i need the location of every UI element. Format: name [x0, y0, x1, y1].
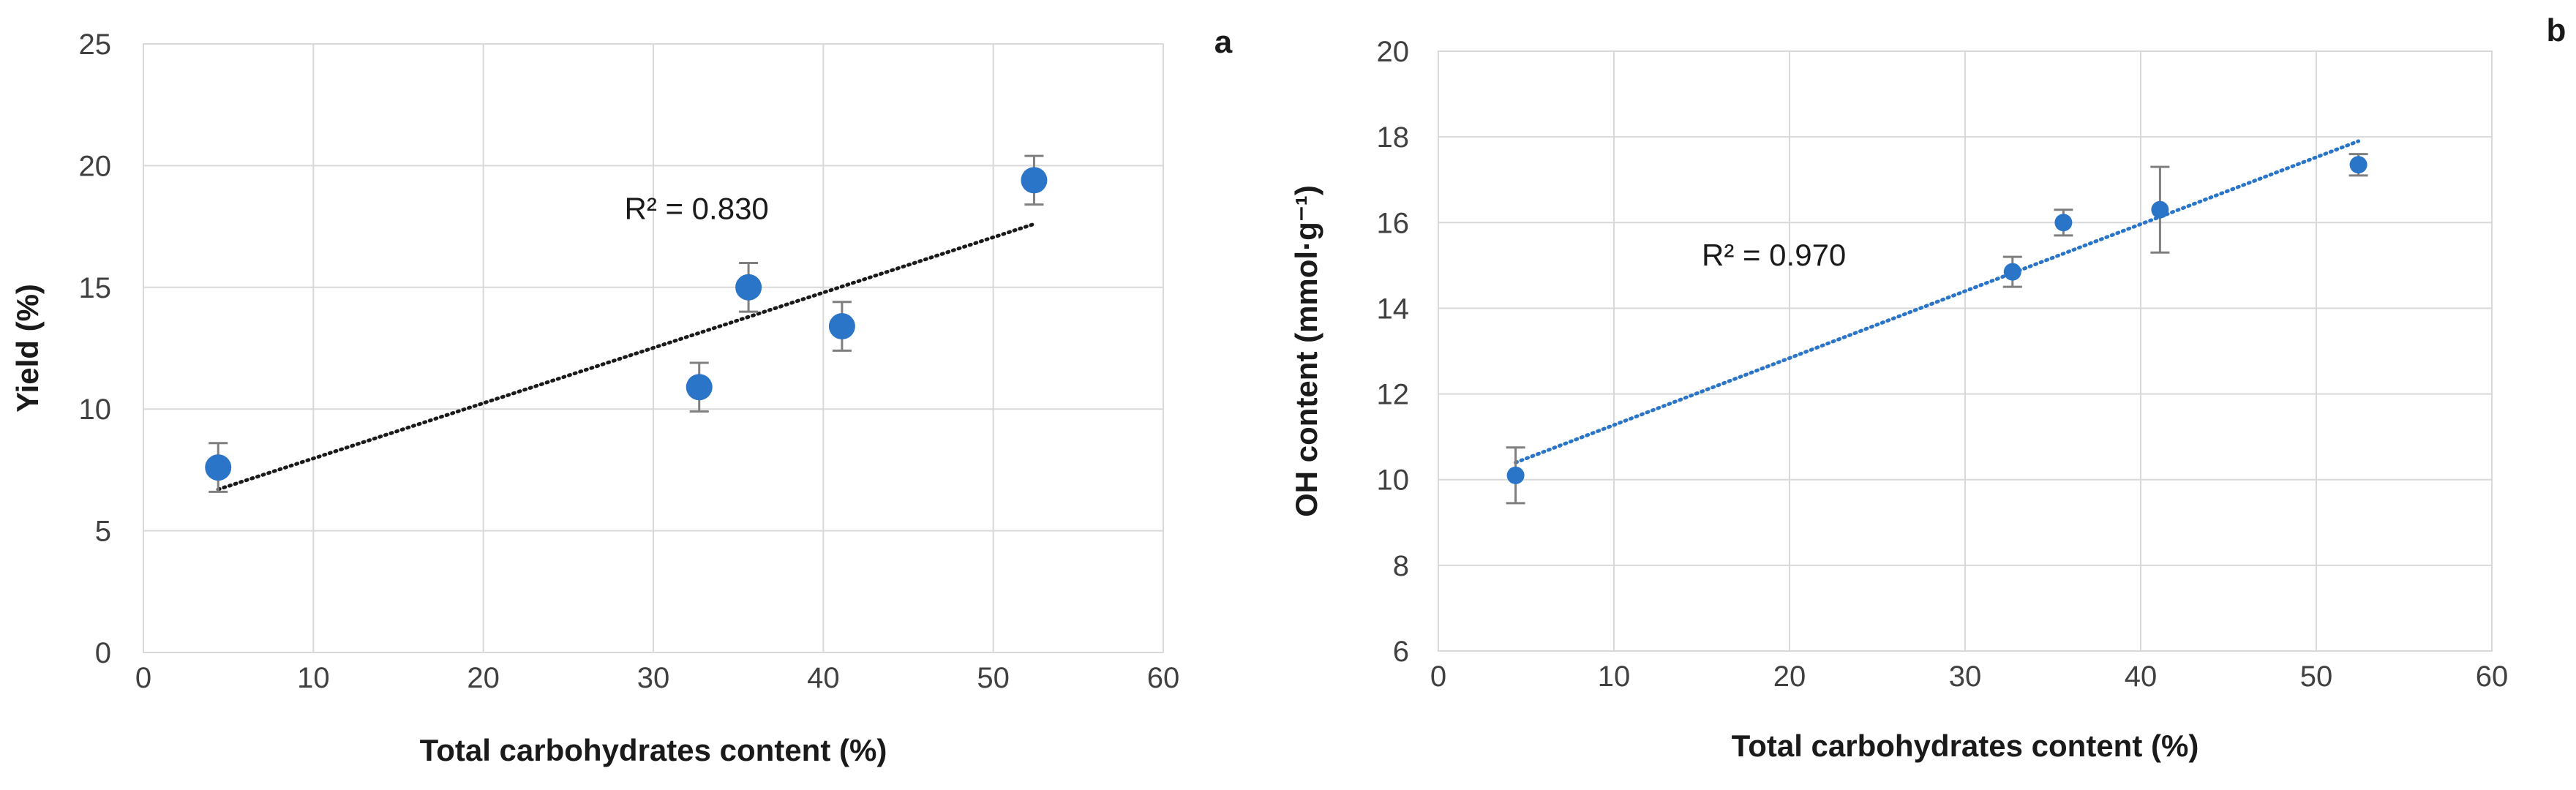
trendline: [1514, 139, 2361, 464]
trendline: [216, 222, 1036, 492]
y-tick-label: 20: [1377, 36, 1410, 68]
x-tick-label: 50: [2300, 661, 2333, 693]
x-axis-title: Total carbohydrates content (%): [1732, 729, 2199, 763]
x-tick-label: 50: [977, 662, 1010, 694]
y-axis-title: OH content (mmol·g⁻¹): [1289, 185, 1323, 517]
x-tick-label: 20: [1773, 661, 1806, 693]
y-tick-label: 8: [1393, 550, 1409, 582]
x-tick-label: 40: [2125, 661, 2158, 693]
x-tick-label: 40: [807, 662, 840, 694]
y-tick-label: 20: [79, 150, 112, 182]
y-tick-label: 18: [1377, 121, 1410, 154]
plot-area: [143, 43, 1164, 653]
x-tick-label: 30: [1949, 661, 1982, 693]
data-point: [828, 313, 855, 340]
panel-b-chart: 0 10 20 30 40 50 60 6 8 10 12 14 16 18 20 R² = 0.970 Tot…: [1289, 12, 2566, 763]
x-tick-label: 20: [467, 662, 500, 694]
data-point: [2151, 200, 2169, 219]
r-squared-label: R² = 0.970: [1702, 238, 1846, 272]
y-tick-label: 15: [79, 272, 112, 304]
x-tick-label: 60: [1147, 662, 1180, 694]
y-tick-label: 5: [95, 516, 111, 548]
r-squared-label: R² = 0.830: [625, 192, 769, 226]
x-tick-label: 0: [1430, 661, 1446, 693]
y-tick-label: 10: [79, 394, 112, 426]
y-axis-title: Yield (%): [10, 284, 45, 413]
x-tick-label: 10: [1598, 661, 1631, 693]
panel-a-chart: 0 10 20 30 40 50 60 0 5 10 15 20 25 R² = 0.830 Total c…: [10, 24, 1233, 767]
y-tick-label: 0: [95, 637, 111, 669]
data-point: [1021, 167, 1048, 194]
x-tick-label: 0: [135, 662, 151, 694]
data-point: [686, 374, 713, 401]
panel-label: a: [1214, 24, 1233, 60]
y-tick-label: 25: [79, 29, 112, 61]
data-point: [735, 274, 762, 301]
data-point: [2003, 263, 2021, 281]
y-tick-label: 6: [1393, 636, 1409, 668]
panel-label: b: [2547, 12, 2566, 48]
y-tick-label: 12: [1377, 379, 1410, 411]
x-axis-title: Total carbohydrates content (%): [420, 733, 887, 767]
data-point: [2054, 214, 2073, 232]
data-point: [2349, 156, 2367, 174]
data-point: [1506, 466, 1525, 484]
y-tick-label: 16: [1377, 207, 1410, 239]
x-tick-label: 30: [637, 662, 670, 694]
plot-area: [1438, 50, 2493, 652]
y-tick-label: 14: [1377, 293, 1410, 325]
x-tick-label: 10: [297, 662, 330, 694]
x-tick-label: 60: [2476, 661, 2509, 693]
y-tick-label: 10: [1377, 464, 1410, 497]
data-point: [205, 454, 232, 481]
